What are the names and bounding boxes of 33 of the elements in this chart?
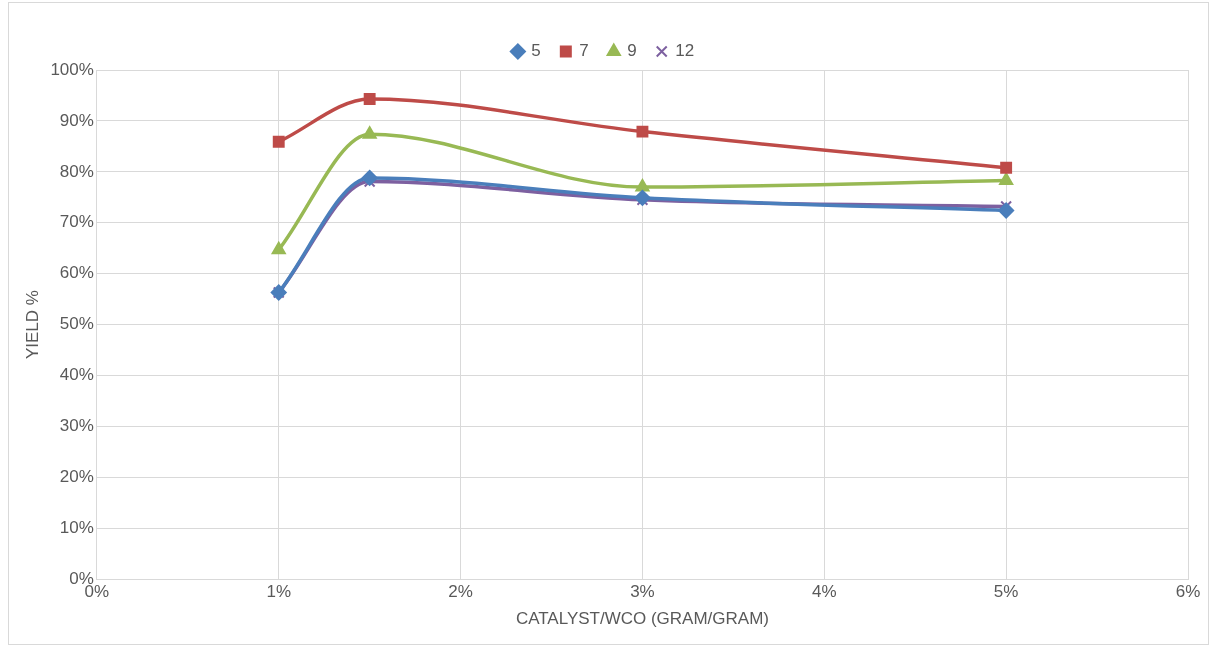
legend-label: 12	[675, 41, 695, 61]
legend-label: 7	[579, 41, 589, 61]
y-tick-label: 70%	[59, 212, 94, 232]
y-tick-label: 20%	[59, 467, 94, 487]
point	[998, 202, 1015, 219]
point	[636, 125, 649, 138]
x-tick-label: 1%	[266, 582, 292, 602]
y-tick-label: 80%	[59, 161, 94, 181]
y-tick-label: 50%	[59, 314, 94, 334]
x-tick-label: 3%	[630, 582, 655, 602]
point	[1000, 161, 1013, 174]
point	[362, 126, 377, 139]
x-tick-label: 4%	[812, 582, 837, 602]
y-tick-label: 60%	[59, 263, 94, 283]
point	[363, 93, 376, 105]
point	[635, 179, 650, 192]
x-tick-label: 6%	[1175, 582, 1201, 602]
y-tick-label: 100%	[50, 59, 94, 79]
y-tick-label: 10%	[59, 517, 94, 537]
x-axis-title: CATALYST/WCO (GRAM/GRAM)	[515, 609, 769, 629]
point	[634, 189, 651, 206]
x-tick-label: 2%	[448, 582, 473, 602]
point	[999, 172, 1014, 185]
point	[272, 135, 285, 148]
x-tick-label: 5%	[993, 582, 1019, 602]
y-tick-label: 90%	[59, 110, 94, 130]
point	[361, 169, 378, 186]
legend-label: 5	[531, 41, 541, 61]
point	[271, 241, 286, 255]
y-axis-title: YIELD %	[22, 290, 42, 360]
y-tick-label: 40%	[59, 365, 94, 385]
y-tick-label: 30%	[59, 416, 94, 436]
legend-label: 9	[627, 41, 637, 61]
